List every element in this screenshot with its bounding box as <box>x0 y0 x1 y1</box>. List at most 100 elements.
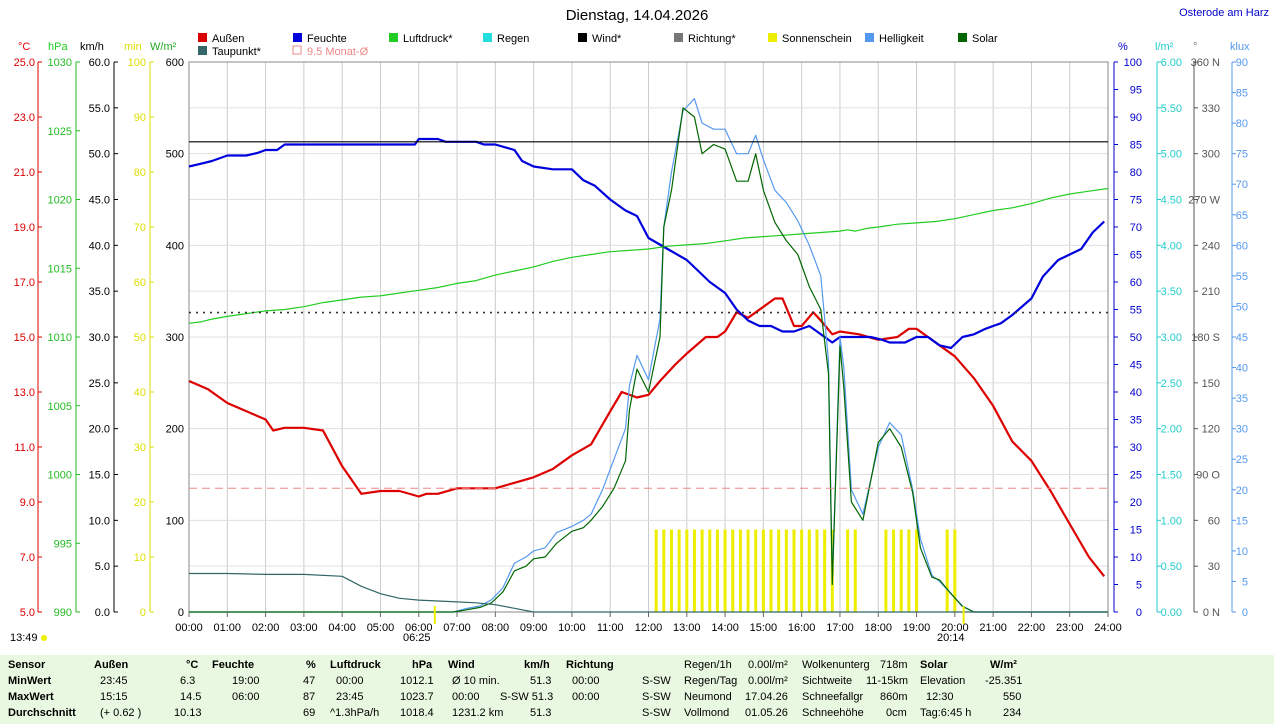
x-tick-label: 03:00 <box>290 622 318 634</box>
legend-label: Solar <box>972 33 998 45</box>
pressure-axis-tick: 1005 <box>48 401 72 413</box>
feuchte-unit: % <box>306 659 316 671</box>
wind-distance: 1231.2 km <box>452 707 504 719</box>
regen-1h-value: 0.00l/m² <box>748 659 788 671</box>
x-tick-label: 22:00 <box>1018 622 1046 634</box>
aussen-unit: °C <box>186 659 199 671</box>
sensor-header: Sensor <box>8 659 46 671</box>
temp-axis-tick: 17.0 <box>14 277 35 289</box>
sunshine-bar <box>815 529 819 612</box>
wind-axis-tick: 45.0 <box>89 195 110 207</box>
klux-axis-tick: 60 <box>1236 240 1248 252</box>
feuchte-min-value: 47 <box>303 675 316 687</box>
legend-label: 9.5 Monat-Ø <box>307 46 369 58</box>
series-line-solar <box>189 107 1108 613</box>
feuchte-max-value: 87 <box>303 691 316 703</box>
x-tick-label: 16:00 <box>788 622 816 634</box>
sunshine-bar <box>669 529 673 612</box>
luftdruck-min-time: 00:00 <box>336 675 364 687</box>
temp-axis-tick: 9.0 <box>20 497 35 509</box>
wind-max-value: S-SW 51.3 <box>500 691 554 703</box>
rain-axis-tick: 2.50 <box>1161 378 1182 390</box>
wind-unit: km/h <box>524 659 550 671</box>
sunshine-bar <box>731 529 735 612</box>
rain-axis-tick: 0.50 <box>1161 561 1182 573</box>
aussen-header: Außen <box>94 659 129 671</box>
schneehoehe-label: Schneehöhe <box>802 707 864 719</box>
legend-swatch <box>768 33 777 42</box>
maxwert-label: MaxWert <box>8 691 54 703</box>
legend-label: Wind* <box>592 33 622 45</box>
humidity-axis-tick: 5 <box>1136 580 1142 592</box>
luftdruck-trend: ^1.3hPa/h <box>330 707 380 719</box>
temp-axis-tick: 23.0 <box>14 112 35 124</box>
x-tick-label: 04:00 <box>328 622 356 634</box>
legend-label: Feuchte <box>307 33 347 45</box>
x-tick-label: 01:00 <box>214 622 242 634</box>
rain-axis-tick: 3.00 <box>1161 332 1182 344</box>
schneehoehe-value: 0cm <box>886 707 907 719</box>
axis-unit-label: % <box>1118 41 1128 53</box>
x-tick-label: 15:00 <box>750 622 778 634</box>
wind-axis-tick: 20.0 <box>89 424 110 436</box>
humidity-axis-tick: 15 <box>1130 525 1142 537</box>
temp-axis-tick: 11.0 <box>14 442 35 454</box>
sunshine-bar <box>846 529 850 612</box>
series-line-luftdruck- <box>188 187 1109 324</box>
legend-swatch <box>674 33 683 42</box>
humidity-axis-tick: 95 <box>1130 85 1142 97</box>
solar-max-value: 550 <box>1003 691 1022 703</box>
humidity-axis-tick: 80 <box>1130 167 1142 179</box>
klux-axis-tick: 85 <box>1236 88 1248 100</box>
grid <box>188 61 1109 613</box>
klux-axis-tick: 70 <box>1236 179 1248 191</box>
feuchte-header: Feuchte <box>212 659 255 671</box>
wind-avg-value: 51.3 <box>530 707 552 719</box>
sun-icon <box>41 635 47 641</box>
solar-daylength: Tag:6:45 h <box>920 707 972 719</box>
neumond-value: 17.04.26 <box>745 691 788 703</box>
temp-axis-tick: 19.0 <box>14 222 35 234</box>
humidity-axis-tick: 20 <box>1130 497 1142 509</box>
klux-axis-tick: 65 <box>1236 210 1248 222</box>
pressure-axis-tick: 1030 <box>48 57 72 69</box>
x-tick-label: 11:00 <box>597 622 624 634</box>
feuchte-avg-value: 69 <box>303 707 316 719</box>
sunmin-axis-tick: 30 <box>134 442 146 454</box>
legend-label: Sonnenschein <box>782 33 852 45</box>
statistics-footer: Sensor MinWert MaxWert Durchschnitt Auße… <box>0 655 1274 724</box>
direction-axis-tick: 180 S <box>1191 332 1220 344</box>
humidity-axis-tick: 50 <box>1130 332 1142 344</box>
legend-swatch <box>578 33 587 42</box>
rain-axis-tick: 1.50 <box>1161 470 1182 482</box>
chart-title: Dienstag, 14.04.2026 <box>566 7 709 24</box>
sunshine-bar <box>884 529 888 612</box>
schneefallgr-label: Schneefallgr <box>802 691 864 703</box>
sunshine-bar <box>807 529 811 612</box>
x-tick-label: 12:00 <box>635 622 663 634</box>
richtung-avg-value: S-SW <box>642 707 671 719</box>
richtung-max-value: S-SW <box>642 691 671 703</box>
solar-avg-value: 234 <box>1003 707 1022 719</box>
sunshine-bar <box>685 529 689 612</box>
x-tick-label: 05:00 <box>367 622 395 634</box>
solar-max-time: 12:30 <box>926 691 954 703</box>
pressure-axis-tick: 1015 <box>48 263 72 275</box>
sunshine-bar <box>915 529 919 612</box>
solar-unit: W/m² <box>990 659 1017 671</box>
sunmin-axis-tick: 100 <box>128 57 146 69</box>
series-line-au-en <box>188 297 1106 577</box>
sichtweite-value: 11-15km <box>866 675 908 687</box>
solar-header: Solar <box>920 659 948 671</box>
direction-axis-tick: 270 W <box>1188 195 1220 207</box>
direction-axis-tick: 210 <box>1202 286 1220 298</box>
wind-axis-tick: 5.0 <box>95 561 110 573</box>
aussen-min-value: 6.3 <box>180 675 196 687</box>
pressure-axis-tick: 995 <box>54 538 72 550</box>
rain-axis-tick: 1.00 <box>1161 515 1182 527</box>
legend-swatch <box>198 46 207 55</box>
wind-avg10-label: Ø 10 min. <box>452 675 500 687</box>
sunshine-bar <box>907 529 911 612</box>
humidity-axis-tick: 30 <box>1130 442 1142 454</box>
humidity-axis-tick: 25 <box>1130 470 1142 482</box>
